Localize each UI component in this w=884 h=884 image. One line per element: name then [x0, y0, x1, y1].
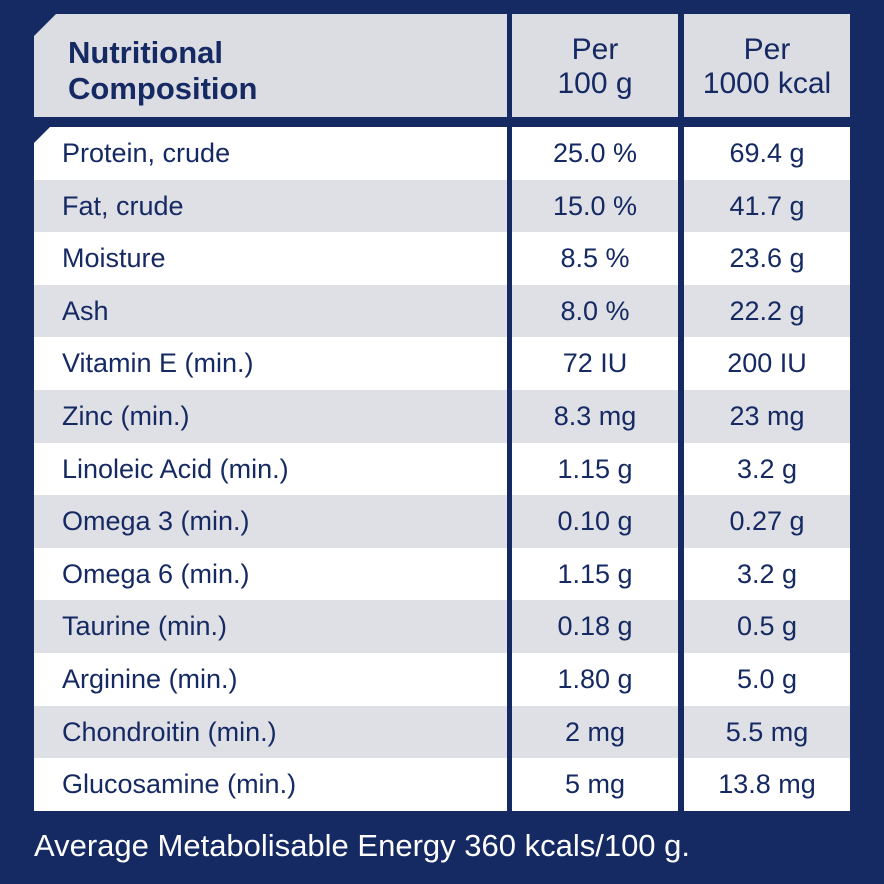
per-1000kcal-cell: 3.2 g: [684, 442, 850, 496]
table-header-per-1000kcal: Per 1000 kcal: [684, 14, 850, 117]
per-100g-cell: 25.0 %: [512, 127, 678, 180]
nutrient-name-cell: Chondroitin (min.): [34, 705, 507, 759]
nutrient-name-column: Protein, crude Fat, crude Moisture Ash Vitam…: [34, 127, 507, 816]
per-100g-cell: 8.3 mg: [512, 389, 678, 443]
header-col1-line2: 100 g: [557, 67, 633, 100]
energy-footnote: Average Metabolisable Energy 360 kcals/1…: [34, 828, 691, 863]
header-label-line2: Composition: [68, 71, 258, 106]
table-header-label: Nutritional Composition: [34, 14, 507, 117]
per-1000kcal-cell: 23.6 g: [684, 232, 850, 285]
per-1000kcal-cell: 5.5 mg: [684, 705, 850, 759]
nutrient-name-cell: Omega 6 (min.): [34, 547, 507, 601]
table-header-per-100g: Per 100 g: [512, 14, 678, 117]
per-1000kcal-cell: 13.8 mg: [684, 758, 850, 811]
header-col2-line1: Per: [743, 33, 791, 66]
nutrient-name-cell: Protein, crude: [34, 127, 507, 180]
per-1000kcal-cell: 22.2 g: [684, 284, 850, 338]
nutrient-name-cell: Ash: [34, 284, 507, 338]
nutrient-name-cell: Vitamin E (min.): [34, 337, 507, 390]
per-100g-cell: 2 mg: [512, 705, 678, 759]
nutrient-name-cell: Zinc (min.): [34, 389, 507, 443]
per-100g-cell: 1.15 g: [512, 547, 678, 601]
per-1000kcal-column: 69.4 g 41.7 g 23.6 g 22.2 g 200 IU 23 mg 3.2 g…: [684, 127, 850, 816]
per-1000kcal-cell: 69.4 g: [684, 127, 850, 180]
nutrient-name-cell: Fat, crude: [34, 179, 507, 233]
nutrient-name-cell: Glucosamine (min.): [34, 758, 507, 811]
header-col1-line1: Per: [571, 33, 619, 66]
per-1000kcal-cell: 23 mg: [684, 389, 850, 443]
nutrient-name-cell: Taurine (min.): [34, 600, 507, 653]
nutrient-name-cell: Arginine (min.): [34, 652, 507, 706]
per-100g-cell: 0.18 g: [512, 600, 678, 653]
per-100g-cell: 0.10 g: [512, 495, 678, 548]
per-1000kcal-cell: 5.0 g: [684, 652, 850, 706]
per-1000kcal-cell: 41.7 g: [684, 179, 850, 233]
per-100g-cell: 1.80 g: [512, 652, 678, 706]
header-label-line1: Nutritional: [68, 35, 223, 70]
per-100g-cell: 1.15 g: [512, 442, 678, 496]
nutrient-name-cell: Linoleic Acid (min.): [34, 442, 507, 496]
per-1000kcal-cell: 3.2 g: [684, 547, 850, 601]
per-100g-cell: 8.5 %: [512, 232, 678, 285]
per-1000kcal-cell: 200 IU: [684, 337, 850, 390]
per-100g-cell: 5 mg: [512, 758, 678, 811]
nutrient-name-cell: Omega 3 (min.): [34, 495, 507, 548]
per-100g-cell: 8.0 %: [512, 284, 678, 338]
header-col2-line2: 1000 kcal: [702, 67, 832, 100]
per-1000kcal-cell: 0.5 g: [684, 600, 850, 653]
per-100g-cell: 72 IU: [512, 337, 678, 390]
nutrient-name-cell: Moisture: [34, 232, 507, 285]
per-100g-cell: 15.0 %: [512, 179, 678, 233]
per-1000kcal-cell: 0.27 g: [684, 495, 850, 548]
